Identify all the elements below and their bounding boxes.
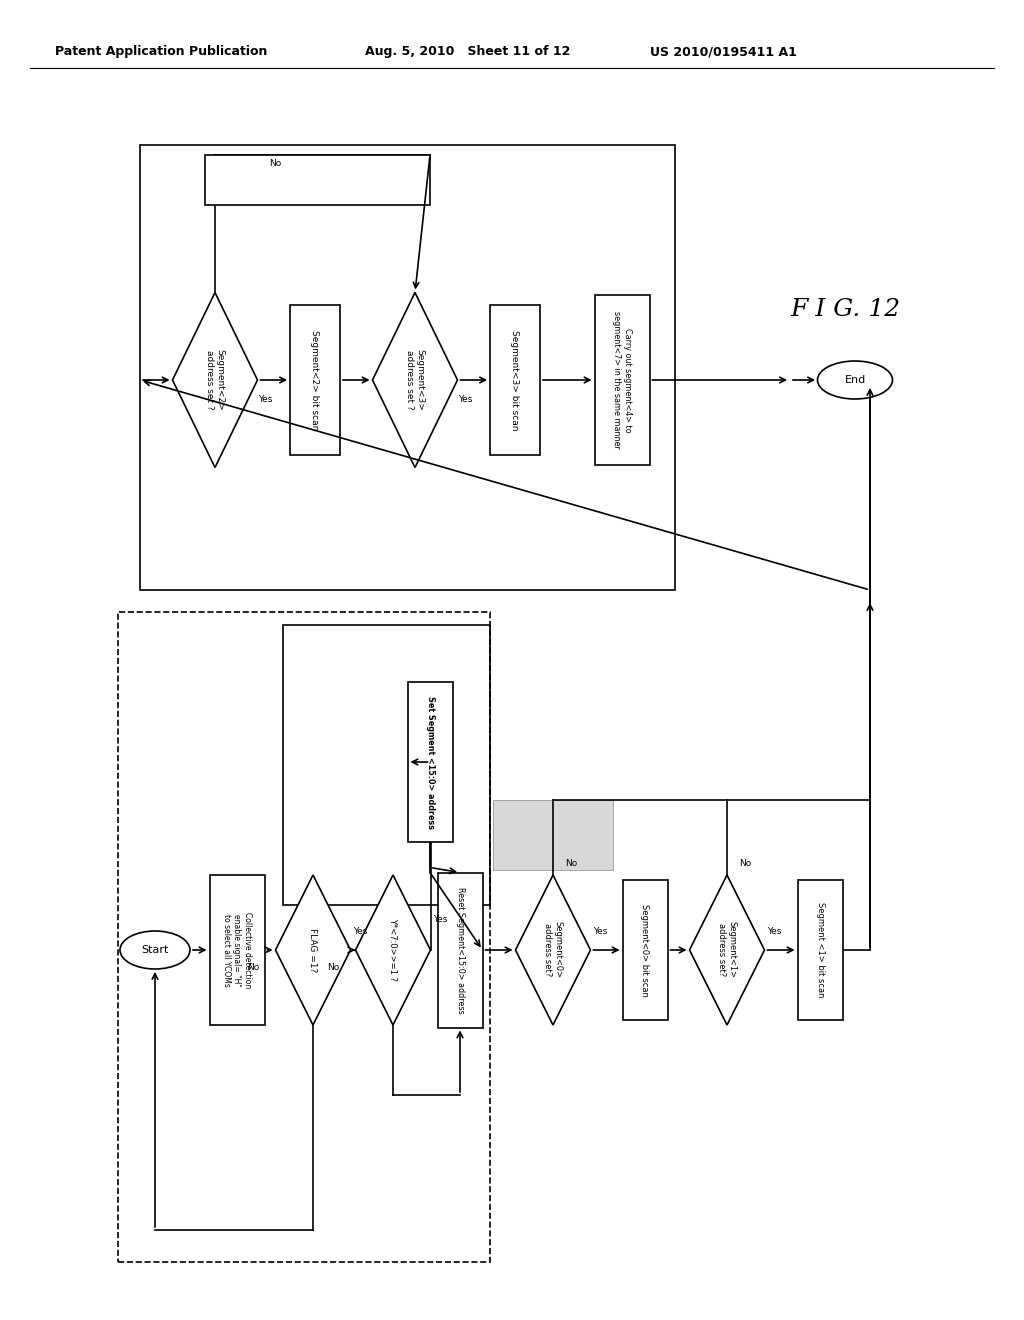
- Text: Collective detection
enable signal= "H"
to select all YCOMs: Collective detection enable signal= "H" …: [222, 912, 252, 989]
- Text: F I G. 12: F I G. 12: [790, 298, 900, 322]
- Polygon shape: [355, 875, 430, 1026]
- Text: Yes: Yes: [593, 928, 607, 936]
- Text: Yes: Yes: [767, 928, 781, 936]
- Text: Segment<2> bit scan: Segment<2> bit scan: [310, 330, 319, 430]
- Bar: [798, 880, 843, 1020]
- Text: Segment<1>
address set?: Segment<1> address set?: [717, 921, 736, 978]
- Text: US 2010/0195411 A1: US 2010/0195411 A1: [650, 45, 797, 58]
- Text: Segment<0> bit scan: Segment<0> bit scan: [640, 904, 649, 997]
- Text: Yes: Yes: [258, 396, 272, 404]
- Bar: [437, 873, 482, 1027]
- Bar: [205, 154, 430, 205]
- Text: No: No: [739, 858, 752, 867]
- Bar: [283, 624, 490, 906]
- Text: Set Segment <15:0> address: Set Segment <15:0> address: [426, 696, 434, 829]
- Text: Segment<0>
address set?: Segment<0> address set?: [544, 921, 563, 978]
- Text: Yes: Yes: [433, 916, 447, 924]
- Text: Start: Start: [141, 945, 169, 954]
- Text: No: No: [565, 858, 578, 867]
- Text: Segment<2>
address set ?: Segment<2> address set ?: [205, 348, 224, 411]
- Bar: [595, 294, 649, 465]
- Text: Segment<3>
address set ?: Segment<3> address set ?: [406, 348, 425, 411]
- Text: No: No: [248, 964, 260, 973]
- Ellipse shape: [817, 360, 893, 399]
- Polygon shape: [373, 293, 458, 467]
- Polygon shape: [275, 875, 350, 1026]
- Text: No: No: [269, 158, 282, 168]
- Bar: [210, 875, 264, 1026]
- Polygon shape: [515, 875, 591, 1026]
- Text: Yes: Yes: [353, 928, 368, 936]
- Text: Y*<7:0>>=1 ?: Y*<7:0>>=1 ?: [388, 919, 397, 982]
- Text: Carry out segment<4> to
segment<7> in the same manner: Carry out segment<4> to segment<7> in th…: [612, 312, 632, 449]
- Text: Segment<3> bit scan: Segment<3> bit scan: [511, 330, 519, 430]
- Ellipse shape: [120, 931, 190, 969]
- Text: Reset Segment<15:0> address: Reset Segment<15:0> address: [456, 887, 465, 1014]
- Polygon shape: [689, 875, 765, 1026]
- Text: Yes: Yes: [459, 396, 473, 404]
- Text: End: End: [845, 375, 865, 385]
- Bar: [118, 612, 490, 1262]
- Bar: [408, 682, 453, 842]
- Bar: [140, 145, 675, 590]
- Text: Segment <1> bit scan: Segment <1> bit scan: [815, 903, 824, 998]
- Polygon shape: [172, 293, 257, 467]
- Bar: [490, 305, 540, 455]
- Text: FLAG =1?: FLAG =1?: [308, 928, 317, 972]
- Text: Aug. 5, 2010   Sheet 11 of 12: Aug. 5, 2010 Sheet 11 of 12: [365, 45, 570, 58]
- Text: Patent Application Publication: Patent Application Publication: [55, 45, 267, 58]
- Text: No: No: [328, 964, 340, 973]
- Bar: [493, 800, 613, 870]
- Bar: [290, 305, 340, 455]
- Bar: [623, 880, 668, 1020]
